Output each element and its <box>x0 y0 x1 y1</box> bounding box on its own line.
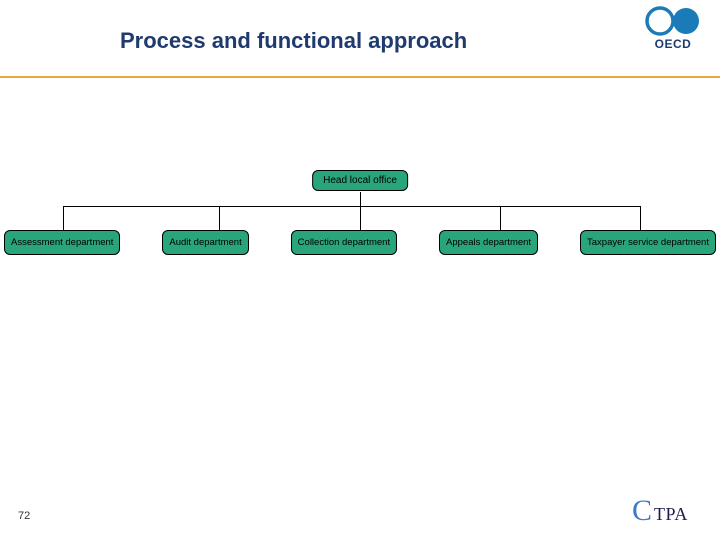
org-child-node: Taxpayer service department <box>580 230 716 255</box>
org-child-node: Collection department <box>291 230 397 255</box>
tpa-logo: C TPA <box>636 498 700 526</box>
org-connectors <box>0 192 720 230</box>
header-divider <box>0 76 720 78</box>
org-child-node: Appeals department <box>439 230 538 255</box>
page-title: Process and functional approach <box>120 28 467 54</box>
connector-child-down <box>640 206 641 230</box>
tpa-logo-c: C <box>632 494 652 528</box>
connector-child-down <box>500 206 501 230</box>
page-number: 72 <box>18 510 30 522</box>
org-child-node: Assessment department <box>4 230 120 255</box>
connector-horizontal <box>63 206 640 207</box>
connector-child-down <box>219 206 220 230</box>
tpa-logo-text: TPA <box>654 504 688 525</box>
org-root-node: Head local office <box>312 170 408 191</box>
connector-root-down <box>360 192 361 206</box>
org-children-row: Assessment department Audit department Col… <box>0 230 720 255</box>
org-child-node: Audit department <box>162 230 248 255</box>
connector-child-down <box>63 206 64 230</box>
oecd-logo: OECD <box>644 6 702 51</box>
oecd-logo-icon <box>644 6 702 36</box>
oecd-logo-text: OECD <box>655 37 692 51</box>
connector-child-down <box>360 206 361 230</box>
header: Process and functional approach OECD <box>0 0 720 78</box>
